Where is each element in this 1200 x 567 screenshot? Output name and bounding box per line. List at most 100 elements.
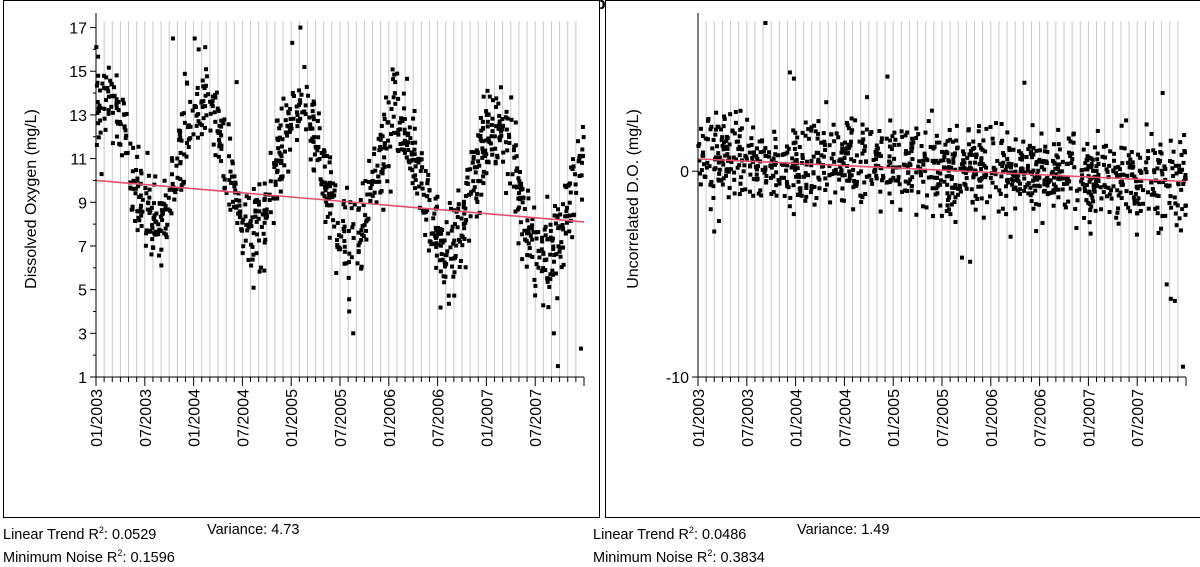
data-point	[806, 127, 811, 132]
data-point	[386, 100, 391, 105]
data-point	[390, 123, 395, 128]
data-point	[1055, 155, 1060, 160]
data-point	[327, 160, 332, 165]
data-point	[1146, 149, 1151, 154]
data-point	[736, 139, 741, 144]
data-point	[446, 301, 451, 306]
data-point	[1042, 178, 1047, 183]
data-point	[257, 269, 262, 274]
data-point	[324, 199, 329, 204]
data-point	[484, 171, 489, 176]
data-point	[572, 212, 577, 217]
data-point	[785, 163, 790, 168]
data-point	[1044, 159, 1049, 164]
data-point	[412, 152, 417, 157]
data-point	[471, 188, 476, 193]
data-point	[256, 216, 261, 221]
data-point	[1034, 148, 1039, 153]
data-point	[920, 204, 925, 209]
data-point	[134, 168, 139, 173]
data-point	[355, 261, 360, 266]
data-point	[462, 236, 467, 241]
data-point	[1013, 137, 1018, 142]
data-point	[698, 126, 703, 131]
data-point	[232, 184, 237, 189]
data-point	[1081, 147, 1086, 152]
data-point	[1018, 170, 1023, 175]
data-point	[555, 207, 560, 212]
stats-right: Linear Trend R2: 0.0486 Minimum Noise R2…	[593, 521, 889, 567]
data-point	[996, 209, 1001, 214]
x-tick-label: 07/2005	[333, 389, 350, 447]
data-point	[329, 203, 334, 208]
data-point	[1170, 166, 1175, 171]
data-point	[944, 166, 949, 171]
data-point	[931, 146, 936, 151]
data-point	[888, 118, 893, 123]
data-point	[962, 181, 967, 186]
data-point	[746, 143, 751, 148]
data-point	[552, 213, 557, 218]
data-point	[517, 179, 522, 184]
data-point	[909, 141, 914, 146]
data-point	[1183, 203, 1188, 208]
data-point	[820, 164, 825, 169]
data-point	[321, 154, 326, 159]
data-point	[311, 117, 316, 122]
data-point	[184, 140, 189, 145]
x-tick-label: 07/2003	[740, 389, 757, 447]
data-point	[793, 159, 798, 164]
data-point	[96, 121, 101, 126]
data-point	[496, 101, 501, 106]
data-point	[946, 158, 951, 163]
data-point	[210, 99, 215, 104]
data-point	[547, 284, 552, 289]
data-point	[452, 293, 457, 298]
data-point	[359, 237, 364, 242]
data-point	[478, 115, 483, 120]
data-point	[782, 175, 787, 180]
data-point	[979, 184, 984, 189]
data-point	[504, 109, 509, 114]
data-point	[1150, 186, 1155, 191]
data-point	[346, 228, 351, 233]
data-point	[865, 95, 870, 100]
data-point	[580, 125, 585, 130]
data-point	[721, 140, 726, 145]
x-tick-label: 07/2006	[431, 389, 448, 447]
data-point	[496, 126, 501, 131]
data-point	[444, 253, 449, 258]
data-point	[172, 197, 177, 202]
data-point	[373, 168, 378, 173]
data-point	[370, 193, 375, 198]
data-point	[219, 143, 224, 148]
data-point	[396, 149, 401, 154]
chart-panel-left: 1 3 5 7 9 11 13 15 17 01/2003 07/2003 01/2004 07/200…	[3, 0, 600, 518]
data-point	[897, 182, 902, 187]
data-point	[237, 198, 242, 203]
data-point	[1169, 205, 1174, 210]
data-point	[497, 113, 502, 118]
data-point	[1135, 211, 1140, 216]
data-point	[150, 225, 155, 230]
data-point	[522, 207, 527, 212]
data-point	[341, 226, 346, 231]
data-point	[790, 156, 795, 161]
data-point	[333, 183, 338, 188]
data-point	[787, 204, 792, 209]
data-point	[1158, 142, 1163, 147]
data-point	[110, 110, 115, 115]
data-point	[774, 170, 779, 175]
data-point	[1037, 148, 1042, 153]
data-point	[1061, 181, 1066, 186]
data-point	[481, 169, 486, 174]
data-point	[229, 174, 234, 179]
data-point	[975, 197, 980, 202]
data-point	[262, 181, 267, 186]
data-point	[1088, 177, 1093, 182]
chart-panel-right: -10 0 01/2003 07/2003 01/2004 07/2004 01/2005 0…	[605, 0, 1200, 518]
data-point	[489, 122, 494, 127]
data-point	[977, 143, 982, 148]
data-point	[1011, 147, 1016, 152]
data-point	[935, 170, 940, 175]
